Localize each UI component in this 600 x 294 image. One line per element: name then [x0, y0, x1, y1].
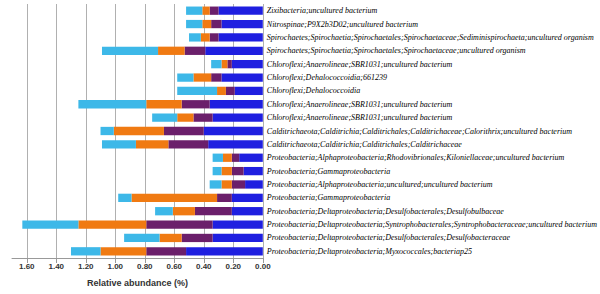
- svg-text:1.60: 1.60: [19, 262, 35, 271]
- svg-text:0.80: 0.80: [137, 262, 153, 271]
- svg-text:1.40: 1.40: [48, 262, 64, 271]
- svg-text:Proteobacteria;Deltaproteobact: Proteobacteria;Deltaproteobacteria;Desul…: [266, 233, 511, 242]
- svg-text:Proteobacteria;Deltaproteobact: Proteobacteria;Deltaproteobacteria;Desul…: [266, 207, 505, 216]
- svg-text:0.60: 0.60: [166, 262, 182, 271]
- svg-text:Calditrichaeota;Calditrichia;C: Calditrichaeota;Calditrichia;Calditricha…: [267, 127, 572, 136]
- svg-text:Spirochaetes;Spirochaetia;Spir: Spirochaetes;Spirochaetia;Spirochaetales…: [267, 46, 526, 55]
- svg-text:Chloroflexi;Anaerolineae;SBR10: Chloroflexi;Anaerolineae;SBR1031;uncultu…: [267, 60, 453, 69]
- svg-text:Proteobacteria;Alphaproteobact: Proteobacteria;Alphaproteobacteria;Rhodo…: [266, 153, 565, 162]
- svg-text:Zixibacteria;uncultured bacter: Zixibacteria;uncultured bacterium: [267, 6, 378, 15]
- svg-text:Proteobacteria;Deltaproteobact: Proteobacteria;Deltaproteobacteria;Myxoc…: [266, 247, 472, 256]
- svg-text:Chloroflexi;Anaerolineae;SBR10: Chloroflexi;Anaerolineae;SBR1031;uncultu…: [267, 113, 453, 122]
- svg-text:Calditrichaeota;Calditrichia;C: Calditrichaeota;Calditrichia;Calditricha…: [267, 140, 463, 149]
- svg-text:Relative abundance (%): Relative abundance (%): [87, 278, 188, 288]
- svg-text:0.00: 0.00: [255, 262, 271, 271]
- svg-text:0.20: 0.20: [225, 262, 241, 271]
- svg-text:0.40: 0.40: [196, 262, 212, 271]
- svg-text:Chloroflexi;Dehalococcoidia: Chloroflexi;Dehalococcoidia: [267, 86, 360, 95]
- svg-text:1.00: 1.00: [107, 262, 123, 271]
- svg-text:Proteobacteria;Gammaproteobact: Proteobacteria;Gammaproteobacteria: [266, 167, 390, 176]
- svg-text:Proteobacteria;Gammaproteobact: Proteobacteria;Gammaproteobacteria: [266, 193, 390, 202]
- svg-text:Proteobacteria;Deltaproteobact: Proteobacteria;Deltaproteobacteria;Syntr…: [266, 220, 597, 229]
- svg-text:1.20: 1.20: [78, 262, 94, 271]
- svg-text:Chloroflexi;Anaerolineae;SBR10: Chloroflexi;Anaerolineae;SBR1031;uncultu…: [267, 100, 453, 109]
- svg-text:Nitrospinae;P9X2b3D02;uncultur: Nitrospinae;P9X2b3D02;uncultured bacteri…: [266, 20, 418, 29]
- svg-text:Proteobacteria;Alphaproteobact: Proteobacteria;Alphaproteobacteria;uncul…: [266, 180, 493, 189]
- svg-text:Spirochaetes;Spirochaetia;Spir: Spirochaetes;Spirochaetia;Spirochaetales…: [267, 33, 594, 42]
- svg-text:Chloroflexi;Dehalococcoidia;66: Chloroflexi;Dehalococcoidia;661239: [267, 73, 387, 82]
